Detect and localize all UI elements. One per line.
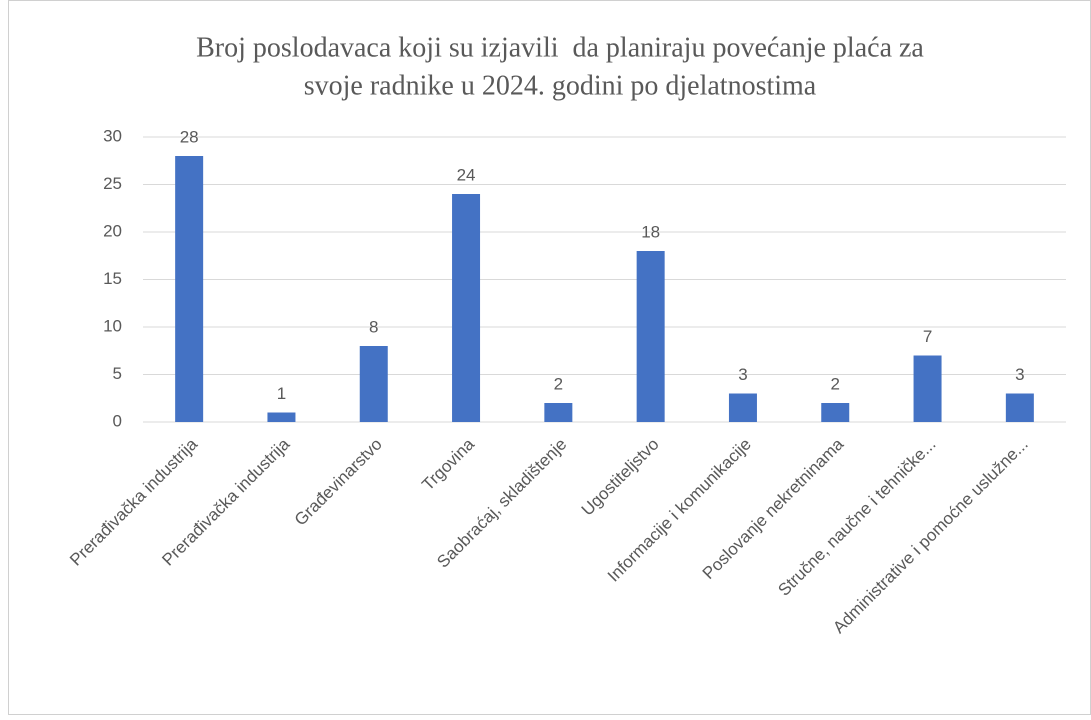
- data-label: 1: [277, 384, 286, 403]
- data-label: 8: [369, 317, 378, 336]
- bar: [267, 412, 296, 422]
- y-tick-label: 0: [113, 411, 122, 430]
- y-tick-label: 15: [103, 269, 122, 288]
- data-label: 2: [831, 374, 840, 393]
- bar: [636, 251, 665, 422]
- y-tick-label: 30: [103, 126, 122, 145]
- data-label: 24: [457, 165, 476, 184]
- bar: [728, 393, 757, 422]
- bar: [359, 346, 388, 422]
- data-label: 7: [923, 327, 932, 346]
- chart-title: svoje radnike u 2024. godini po djelatno…: [304, 70, 817, 101]
- data-label: 28: [180, 127, 199, 146]
- data-label: 18: [641, 222, 660, 241]
- bar: [544, 403, 573, 422]
- bar: [452, 194, 481, 422]
- bar: [821, 403, 850, 422]
- data-label: 2: [554, 374, 563, 393]
- bar: [1005, 393, 1034, 422]
- y-tick-label: 10: [103, 316, 122, 335]
- y-tick-label: 25: [103, 174, 122, 193]
- data-label: 3: [1015, 365, 1024, 384]
- data-label: 3: [738, 365, 747, 384]
- y-tick-label: 20: [103, 221, 122, 240]
- bar: [913, 355, 942, 422]
- y-tick-label: 5: [113, 364, 122, 383]
- chart-title: Broj poslodavaca koji su izjavili da pla…: [196, 32, 924, 63]
- bar: [175, 156, 204, 422]
